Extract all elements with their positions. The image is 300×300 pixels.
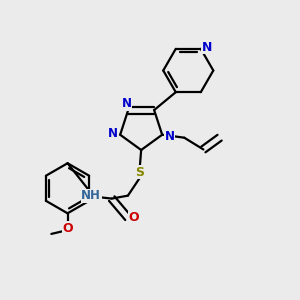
Text: S: S	[135, 166, 144, 178]
Text: N: N	[164, 130, 175, 143]
Text: N: N	[202, 41, 212, 54]
Text: O: O	[128, 211, 139, 224]
Text: N: N	[108, 127, 118, 140]
Text: N: N	[122, 97, 132, 110]
Text: NH: NH	[81, 189, 101, 202]
Text: O: O	[62, 221, 73, 235]
